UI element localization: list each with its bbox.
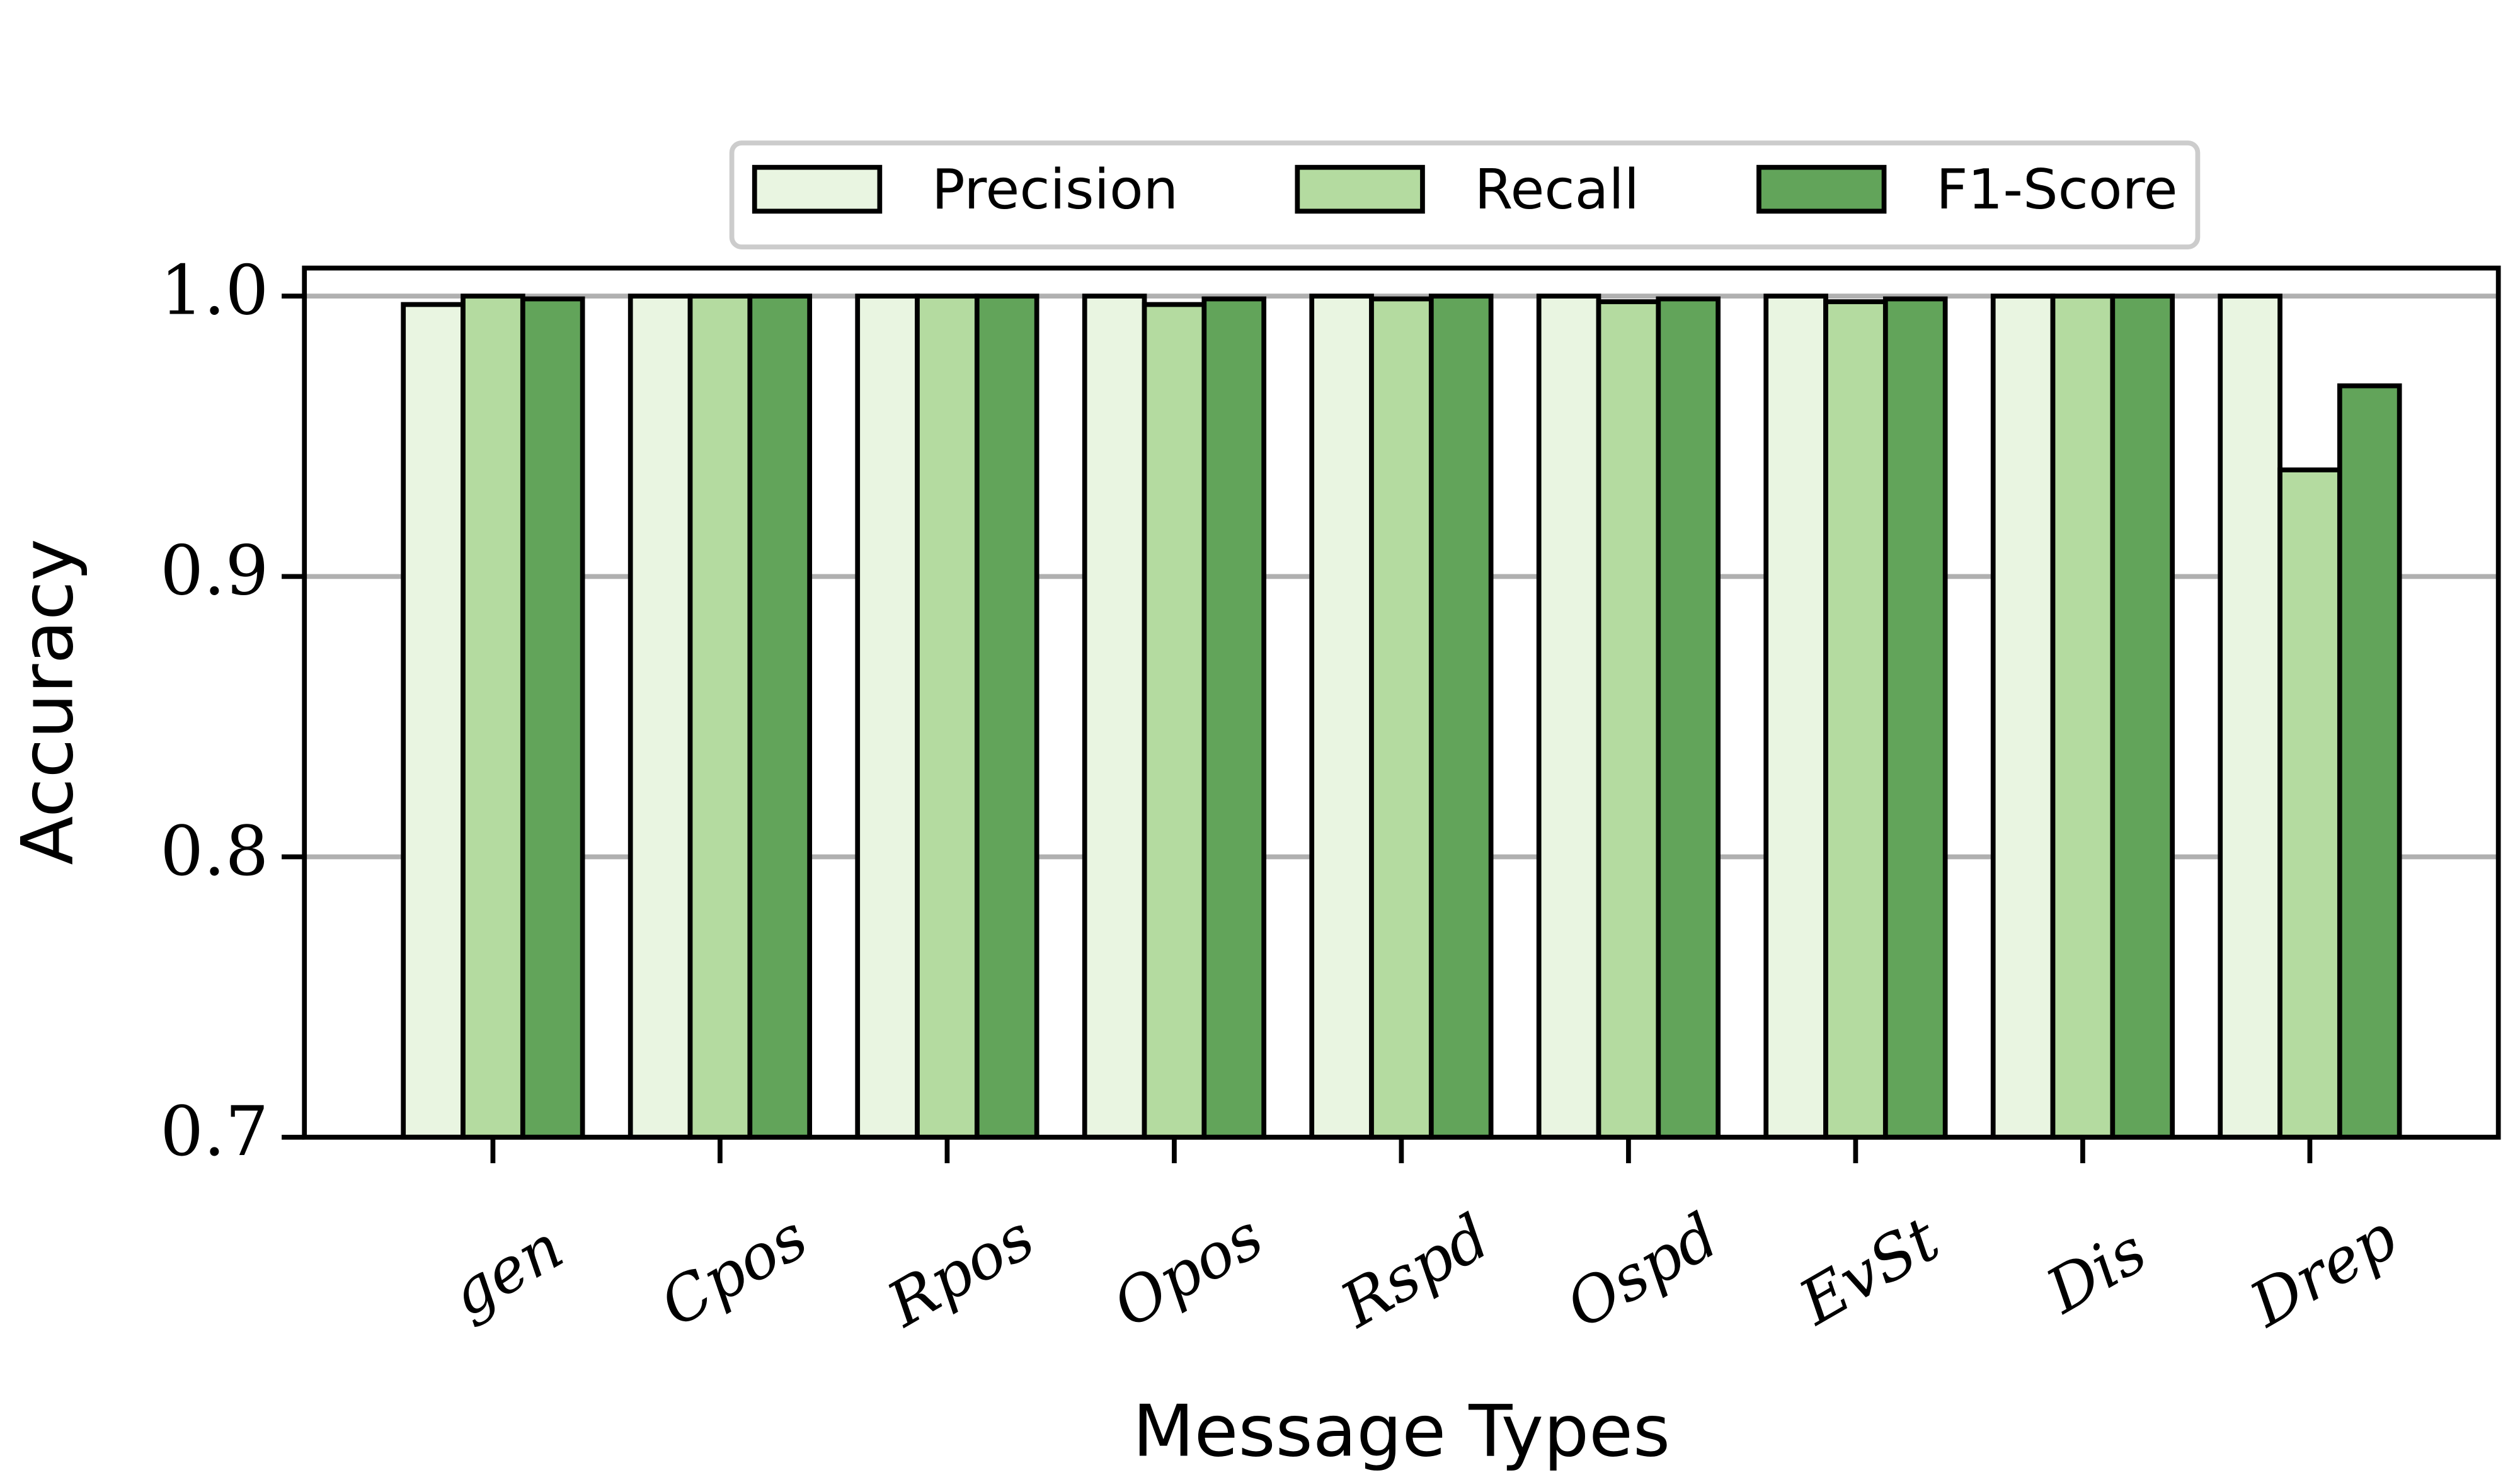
bar: [1596, 299, 1661, 1140]
bar: [1763, 293, 1828, 1140]
bar: [2110, 293, 2175, 1140]
y-tick-label: 0.8: [160, 811, 268, 891]
bar: [520, 296, 585, 1140]
plot-frame: [302, 265, 2501, 1140]
bar: [2337, 383, 2402, 1140]
x-tick-label: Cpos: [648, 1201, 819, 1341]
bar: [747, 293, 813, 1140]
bar: [2218, 293, 2282, 1140]
y-tick-label: 1.0: [160, 250, 268, 330]
bar: [1201, 296, 1267, 1140]
x-tick-label: Rpos: [875, 1202, 1046, 1342]
y-axis-label: Accuracy: [6, 538, 89, 865]
bar: [1369, 296, 1434, 1140]
bar: [1428, 293, 1494, 1140]
bar: [2050, 293, 2116, 1140]
x-tick-label: Dis: [2034, 1215, 2158, 1328]
bar: [855, 293, 920, 1140]
x-axis-label: Message Types: [1133, 1390, 1670, 1473]
bar: [1082, 293, 1147, 1140]
y-tick-label: 0.7: [160, 1091, 268, 1171]
x-tick-label: Ospd: [1555, 1200, 1731, 1343]
bar: [1882, 296, 1948, 1140]
legend-swatch: [1756, 164, 1887, 214]
bar: [687, 293, 753, 1140]
x-tick-label: Rspd: [1328, 1201, 1501, 1343]
bar: [401, 302, 466, 1140]
bar: [1309, 293, 1374, 1140]
bar: [1823, 299, 1888, 1140]
bar: [1142, 302, 1207, 1140]
legend-label: Precision: [932, 157, 1178, 222]
x-tick-label: Opos: [1101, 1200, 1275, 1342]
bar: [974, 293, 1040, 1140]
bar: [1536, 293, 1601, 1140]
legend-swatch: [1295, 164, 1425, 214]
bar: [915, 293, 980, 1140]
legend-label: Recall: [1475, 157, 1640, 222]
bar: [461, 293, 525, 1140]
bar: [2277, 467, 2342, 1140]
x-tick-label: gen: [438, 1211, 575, 1331]
x-tick-label: EvSt: [1787, 1203, 1951, 1340]
x-tick-label: Drep: [2238, 1202, 2409, 1342]
legend-label: F1-Score: [1936, 157, 2177, 222]
bar: [1990, 293, 2056, 1140]
y-tick-label: 0.9: [160, 531, 268, 611]
bar: [627, 293, 693, 1140]
bar: [1656, 296, 1721, 1140]
legend-swatch: [752, 164, 883, 214]
